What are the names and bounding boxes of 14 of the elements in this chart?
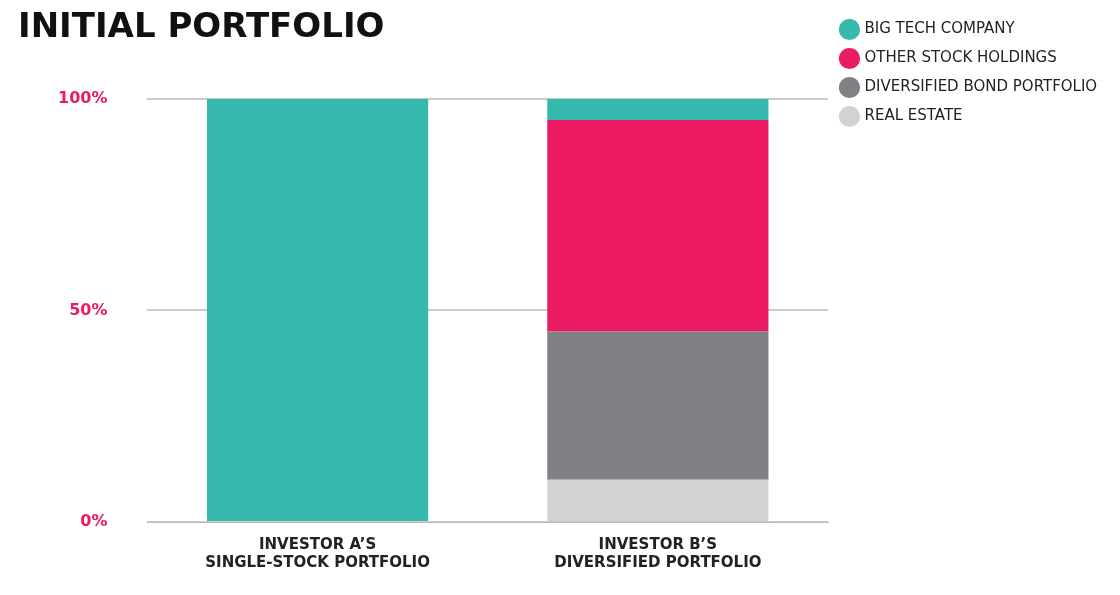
bar <box>547 331 769 480</box>
y-tick-label: 100% <box>57 87 108 107</box>
legend-label: BIG TECH COMPANY <box>864 19 1016 38</box>
legend-label: OTHER STOCK HOLDINGS <box>864 48 1057 67</box>
y-tick-label: 50% <box>69 299 108 319</box>
legend-label: DIVERSIFIED BOND PORTFOLIO <box>864 77 1098 96</box>
bar <box>547 98 769 120</box>
y-tick-label: 0% <box>80 511 108 531</box>
chart-title: INITIAL PORTFOLIO <box>18 5 385 46</box>
x-tick-label: INVESTOR B’S DIVERSIFIED PORTFOLIO <box>554 534 762 571</box>
x-tick-label: INVESTOR A’S SINGLE-STOCK PORTFOLIO <box>205 534 430 571</box>
bar <box>206 98 429 521</box>
bar <box>547 119 769 332</box>
legend-label: REAL ESTATE <box>864 106 963 125</box>
